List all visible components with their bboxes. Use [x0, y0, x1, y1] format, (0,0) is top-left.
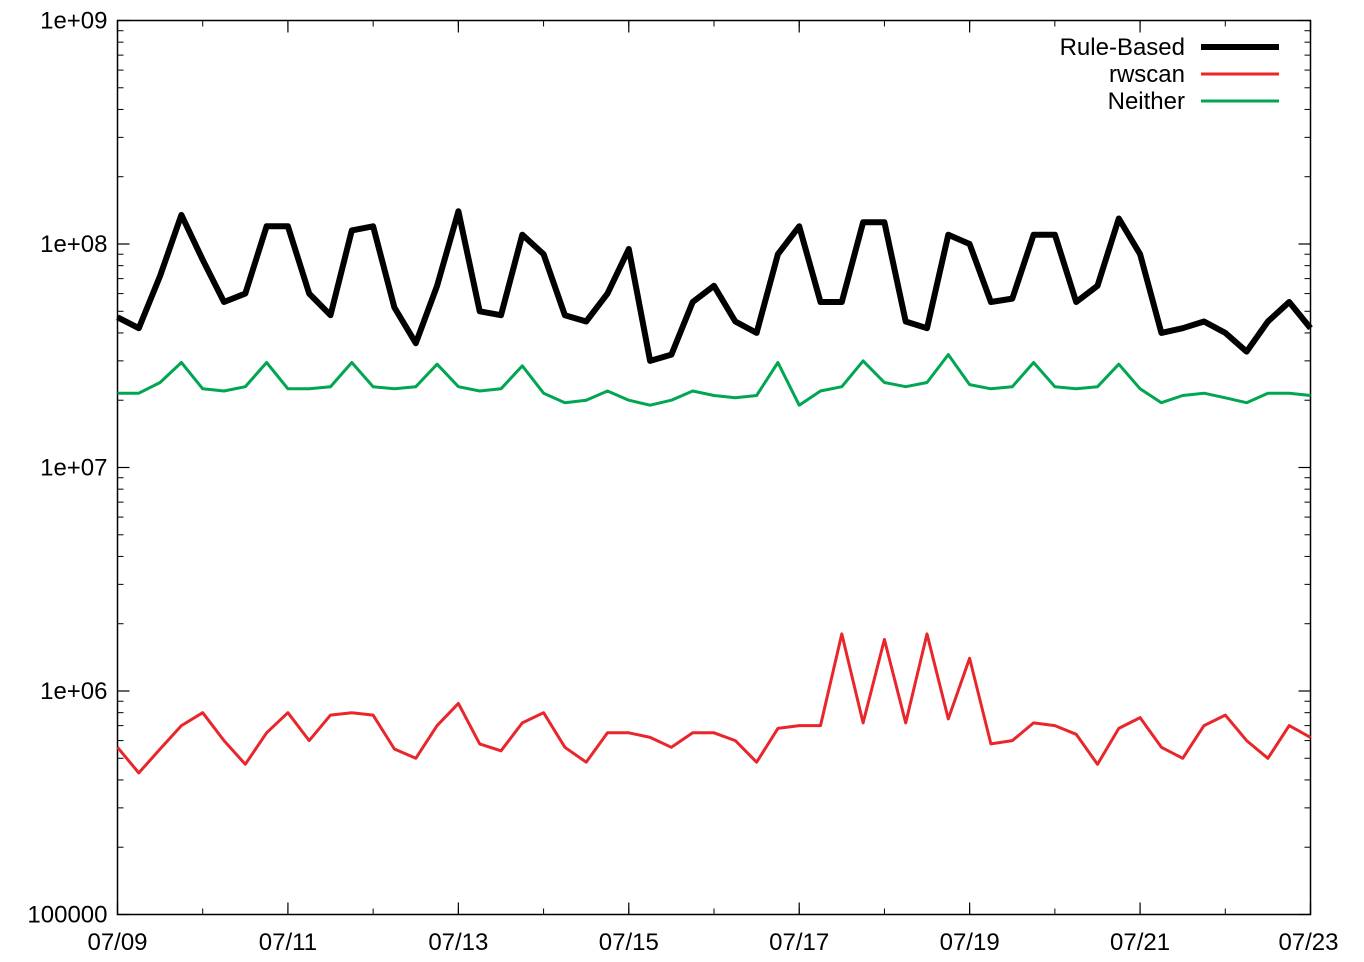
x-tick-label: 07/19	[940, 929, 1000, 956]
x-tick-label: 07/23	[1278, 929, 1338, 956]
series-layer	[116, 208, 1313, 775]
legend-label: Neither	[1108, 88, 1185, 115]
series-line-rwscan	[116, 632, 1312, 775]
x-tick-label: 07/11	[259, 929, 317, 956]
y-tick-label: 1e+09	[40, 8, 107, 35]
x-axis: 07/09 07/11 07/13 07/15 07/17 07/19 07/21 07/23	[87, 20, 1339, 956]
x-tick-label: 07/15	[599, 929, 659, 956]
legend-label: Rule-Based	[1060, 34, 1185, 61]
series-line-rule-based	[116, 208, 1313, 364]
plot-frame-group	[116, 19, 1312, 916]
y-tick-label: 100000	[27, 902, 107, 929]
y-axis: 100000 1e+06 1e+07 1e+08 1e+09	[27, 8, 1311, 929]
x-tick-label: 07/09	[87, 929, 147, 956]
plot-frame	[116, 19, 1312, 916]
legend-label: rwscan	[1109, 61, 1185, 88]
y-tick-label: 1e+08	[40, 231, 107, 258]
x-tick-label: 07/13	[428, 929, 488, 956]
y-tick-label: 1e+06	[40, 678, 107, 705]
series-line-neither	[117, 353, 1311, 407]
x-tick-label: 07/21	[1110, 929, 1170, 956]
y-tick-label: 1e+07	[40, 455, 107, 482]
x-tick-label: 07/17	[769, 929, 829, 956]
